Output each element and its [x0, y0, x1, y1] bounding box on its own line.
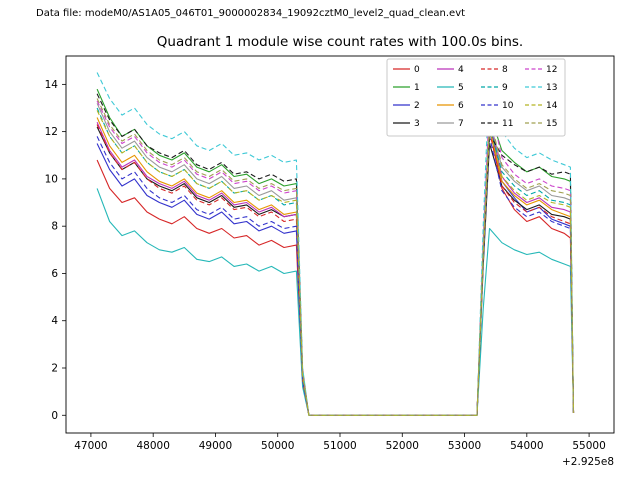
- x-tick-label: 47000: [74, 440, 107, 452]
- legend-label-2: 2: [414, 101, 420, 111]
- legend-label-3: 3: [414, 119, 420, 129]
- legend-label-1: 1: [414, 83, 420, 93]
- series-line-0: [96, 126, 575, 416]
- legend-label-15: 15: [546, 119, 557, 129]
- legend-label-14: 14: [546, 101, 558, 111]
- x-tick-label: 54000: [510, 440, 543, 452]
- series-line-9: [96, 107, 575, 416]
- y-tick-label: 2: [51, 363, 58, 375]
- series-line-7: [96, 103, 575, 416]
- series-line-2: [96, 121, 575, 416]
- series-line-13: [96, 71, 575, 416]
- y-tick-label: 4: [51, 315, 58, 327]
- legend-label-9: 9: [502, 83, 508, 93]
- series-line-8: [96, 124, 575, 416]
- x-tick-label: 50000: [261, 440, 294, 452]
- legend-box: [386, 58, 566, 137]
- series-line-4: [96, 116, 575, 416]
- y-tick-label: 8: [51, 221, 58, 233]
- y-tick-label: 6: [51, 268, 58, 280]
- x-tick-label: 55000: [572, 440, 605, 452]
- series-line-15: [96, 98, 575, 416]
- legend-label-4: 4: [458, 65, 464, 75]
- legend-label-8: 8: [502, 65, 508, 75]
- x-tick-label: 48000: [136, 440, 169, 452]
- x-tick-label: 52000: [386, 440, 419, 452]
- y-tick-label: 14: [45, 79, 59, 91]
- y-tick-label: 0: [51, 410, 58, 422]
- series-line-12: [96, 100, 575, 416]
- legend-label-12: 12: [546, 65, 557, 75]
- series-line-14: [96, 110, 575, 416]
- data-file-label: Data file: modeM0/AS1A05_046T01_90000028…: [36, 8, 466, 19]
- series-line-10: [96, 135, 575, 416]
- legend-label-11: 11: [502, 119, 513, 129]
- legend-label-0: 0: [414, 65, 420, 75]
- series-line-6: [96, 117, 575, 416]
- series-line-11: [96, 93, 575, 416]
- x-axis-offset-text: +2.925e8: [562, 456, 614, 468]
- axes-frame: [65, 55, 615, 434]
- legend-label-6: 6: [458, 101, 464, 111]
- legend-label-5: 5: [458, 83, 464, 93]
- series-line-5: [96, 188, 575, 416]
- x-tick-label: 53000: [448, 440, 481, 452]
- y-tick-label: 10: [45, 173, 58, 185]
- legend-label-13: 13: [546, 83, 557, 93]
- legend-label-7: 7: [458, 119, 464, 129]
- series-line-3: [96, 126, 575, 416]
- legend-label-10: 10: [502, 101, 514, 111]
- x-tick-label: 49000: [199, 440, 232, 452]
- chart-title: Quadrant 1 module wise count rates with …: [156, 34, 524, 50]
- x-tick-label: 51000: [323, 440, 356, 452]
- series-line-1: [96, 88, 575, 416]
- y-tick-label: 12: [45, 126, 58, 138]
